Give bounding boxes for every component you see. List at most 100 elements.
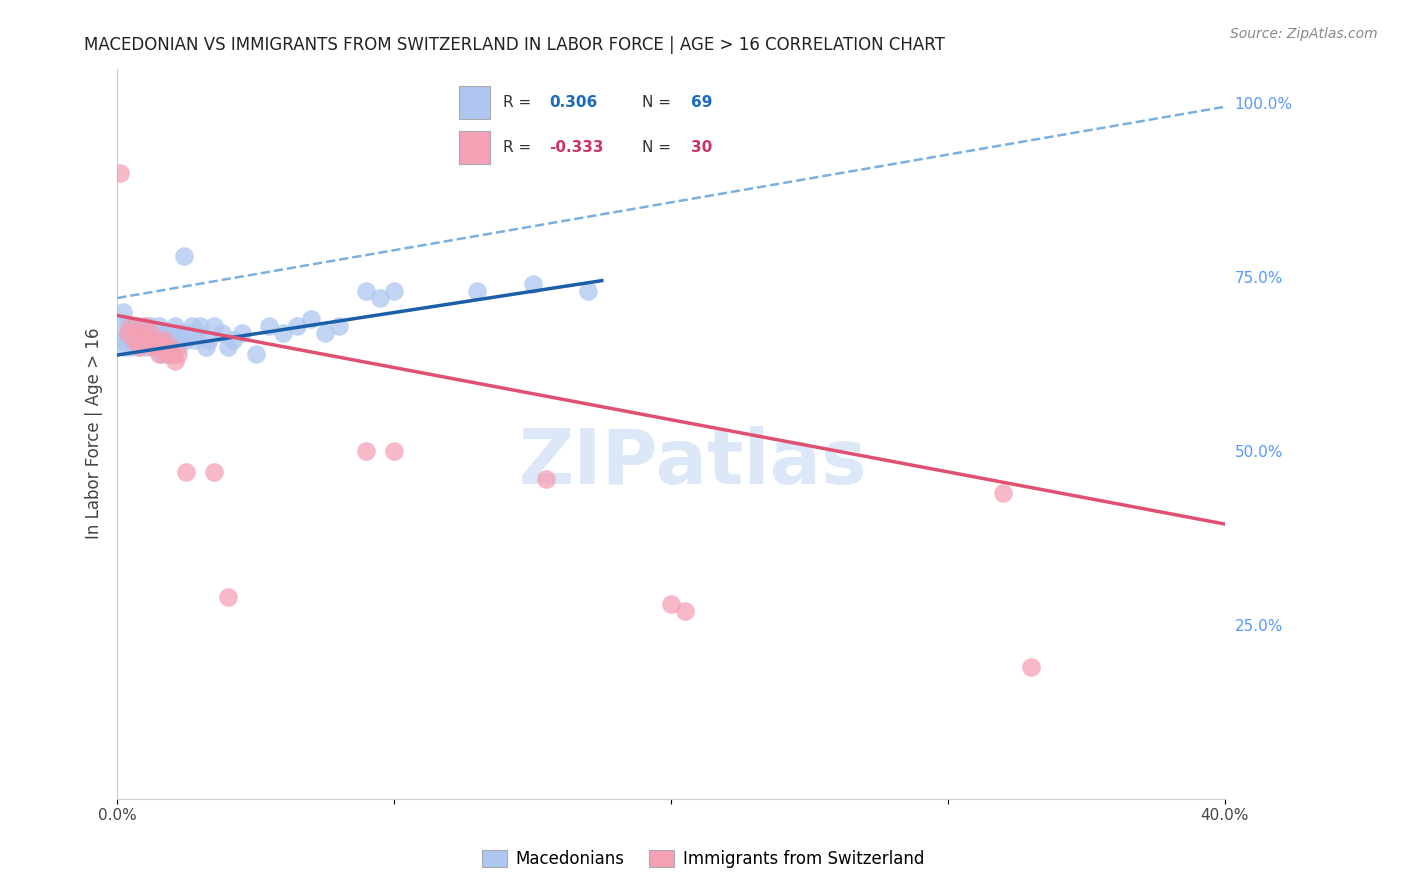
Point — [156, 340, 179, 354]
Point — [162, 326, 184, 340]
Y-axis label: In Labor Force | Age > 16: In Labor Force | Age > 16 — [86, 328, 103, 540]
Text: -0.333: -0.333 — [548, 140, 603, 155]
Point — [368, 291, 391, 305]
Point — [111, 318, 134, 333]
Point — [136, 333, 159, 347]
Point — [114, 340, 136, 354]
Point — [128, 340, 150, 354]
Point — [125, 326, 148, 340]
Point — [176, 465, 198, 479]
Point — [122, 333, 145, 347]
Point — [148, 318, 170, 333]
Point — [202, 318, 225, 333]
Point — [202, 465, 225, 479]
Point — [145, 333, 167, 347]
Point — [576, 284, 599, 298]
Point — [153, 333, 176, 347]
Text: R =: R = — [502, 95, 530, 110]
Point — [285, 318, 308, 333]
Point — [179, 326, 201, 340]
Point — [128, 340, 150, 354]
Point — [231, 326, 253, 340]
Point — [197, 333, 219, 347]
Point — [156, 346, 179, 360]
Point — [142, 340, 165, 354]
Point — [162, 333, 184, 347]
Text: Source: ZipAtlas.com: Source: ZipAtlas.com — [1230, 27, 1378, 41]
Point — [128, 333, 150, 347]
Point — [136, 326, 159, 340]
Point — [165, 318, 187, 333]
Point — [114, 333, 136, 347]
Point — [159, 333, 181, 347]
Text: 69: 69 — [692, 95, 713, 110]
Point — [120, 340, 142, 354]
Point — [382, 284, 405, 298]
Point — [139, 318, 162, 333]
Text: ZIPatlas: ZIPatlas — [519, 425, 868, 500]
Point — [108, 333, 131, 347]
Point — [145, 326, 167, 340]
Point — [120, 318, 142, 333]
Point — [194, 340, 217, 354]
Point — [259, 318, 281, 333]
Point — [314, 326, 336, 340]
Point — [125, 318, 148, 333]
Point — [131, 333, 153, 347]
Point — [993, 485, 1015, 500]
Text: N =: N = — [641, 140, 671, 155]
Point — [117, 326, 139, 340]
Point — [186, 326, 208, 340]
Point — [108, 166, 131, 180]
Point — [167, 346, 190, 360]
Point — [1019, 659, 1042, 673]
Point — [148, 346, 170, 360]
Point — [148, 326, 170, 340]
Point — [134, 340, 156, 354]
Point — [356, 284, 378, 298]
Point — [299, 311, 322, 326]
Point — [356, 444, 378, 458]
Point — [131, 333, 153, 347]
Point — [150, 346, 173, 360]
Point — [139, 326, 162, 340]
Point — [120, 333, 142, 347]
Text: N =: N = — [641, 95, 671, 110]
Point — [136, 333, 159, 347]
Point — [134, 318, 156, 333]
Point — [145, 333, 167, 347]
Point — [117, 326, 139, 340]
Point — [117, 318, 139, 333]
Point — [217, 340, 239, 354]
Point — [134, 318, 156, 333]
Point — [159, 340, 181, 354]
Point — [173, 249, 195, 263]
Point — [125, 326, 148, 340]
Point — [139, 326, 162, 340]
Text: 30: 30 — [692, 140, 713, 155]
Point — [150, 340, 173, 354]
Point — [170, 326, 193, 340]
Point — [183, 333, 205, 347]
Point — [211, 326, 233, 340]
Point — [245, 346, 267, 360]
Bar — [460, 131, 491, 164]
Point — [188, 318, 211, 333]
Point — [382, 444, 405, 458]
Point — [181, 318, 204, 333]
Bar — [460, 86, 491, 119]
Point — [536, 472, 558, 486]
Point — [328, 318, 350, 333]
Point — [156, 346, 179, 360]
Point — [122, 326, 145, 340]
Point — [273, 326, 295, 340]
Text: 0.306: 0.306 — [548, 95, 598, 110]
Point — [222, 333, 245, 347]
Point — [122, 333, 145, 347]
Point — [150, 340, 173, 354]
Text: R =: R = — [502, 140, 530, 155]
Point — [142, 333, 165, 347]
Point — [162, 346, 184, 360]
Point — [142, 340, 165, 354]
Point — [659, 597, 682, 611]
